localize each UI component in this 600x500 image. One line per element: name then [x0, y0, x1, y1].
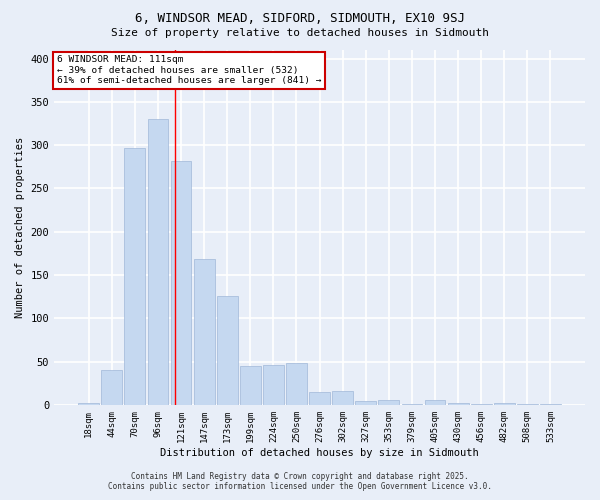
- Bar: [148, 119, 169, 405]
- Bar: [540, 404, 561, 405]
- Text: Contains HM Land Registry data © Crown copyright and database right 2025.
Contai: Contains HM Land Registry data © Crown c…: [108, 472, 492, 491]
- X-axis label: Distribution of detached houses by size in Sidmouth: Distribution of detached houses by size …: [160, 448, 479, 458]
- Bar: [379, 400, 399, 405]
- Bar: [309, 392, 330, 405]
- Text: 6, WINDSOR MEAD, SIDFORD, SIDMOUTH, EX10 9SJ: 6, WINDSOR MEAD, SIDFORD, SIDMOUTH, EX10…: [135, 12, 465, 26]
- Bar: [286, 364, 307, 405]
- Bar: [471, 404, 491, 405]
- Text: 6 WINDSOR MEAD: 111sqm
← 39% of detached houses are smaller (532)
61% of semi-de: 6 WINDSOR MEAD: 111sqm ← 39% of detached…: [57, 56, 322, 85]
- Text: Size of property relative to detached houses in Sidmouth: Size of property relative to detached ho…: [111, 28, 489, 38]
- Bar: [355, 402, 376, 405]
- Bar: [124, 148, 145, 405]
- Bar: [240, 366, 261, 405]
- Bar: [217, 296, 238, 405]
- Bar: [332, 391, 353, 405]
- Bar: [517, 404, 538, 405]
- Bar: [448, 403, 469, 405]
- Bar: [194, 258, 215, 405]
- Bar: [78, 403, 99, 405]
- Bar: [101, 370, 122, 405]
- Bar: [425, 400, 445, 405]
- Bar: [170, 161, 191, 405]
- Bar: [494, 403, 515, 405]
- Bar: [263, 365, 284, 405]
- Bar: [401, 404, 422, 405]
- Y-axis label: Number of detached properties: Number of detached properties: [15, 137, 25, 318]
